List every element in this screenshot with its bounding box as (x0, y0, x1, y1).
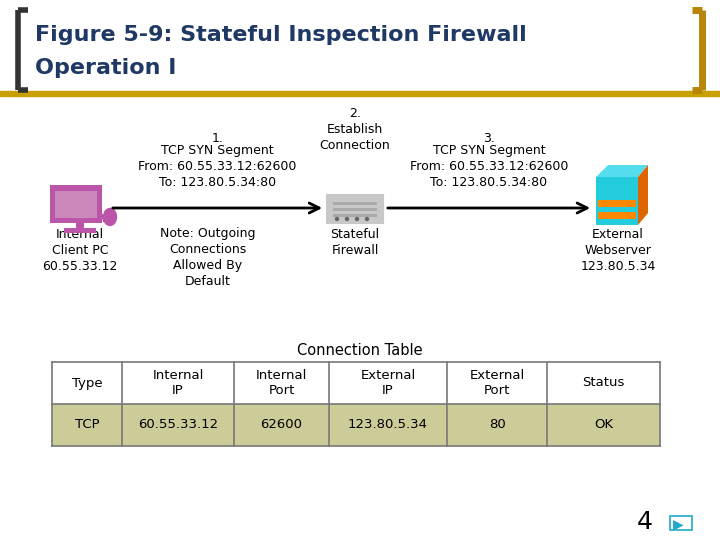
Text: Connection Table: Connection Table (297, 343, 423, 358)
Bar (64, 228, 96, 233)
Text: 123.80.5.34: 123.80.5.34 (348, 418, 428, 431)
Circle shape (336, 218, 338, 220)
Bar (76, 221, 84, 229)
Bar (598, 200, 636, 207)
Bar (333, 208, 377, 211)
Text: 2.
Establish
Connection: 2. Establish Connection (320, 107, 390, 152)
Text: Internal
Port: Internal Port (256, 369, 307, 397)
Bar (52, 362, 660, 404)
Circle shape (366, 218, 369, 220)
Text: TCP SYN Segment
From: 60.55.33.12:62600
To: 123.80.5.34:80: TCP SYN Segment From: 60.55.33.12:62600 … (410, 144, 568, 189)
Bar (333, 214, 377, 217)
Text: OK: OK (594, 418, 613, 431)
Text: 60.55.33.12: 60.55.33.12 (138, 418, 218, 431)
Bar (50, 185, 102, 223)
Circle shape (356, 218, 359, 220)
Polygon shape (596, 165, 648, 177)
Text: TCP: TCP (75, 418, 99, 431)
Text: Internal
IP: Internal IP (153, 369, 204, 397)
Text: Operation I: Operation I (35, 58, 176, 78)
Text: Type: Type (72, 376, 102, 389)
Text: TCP SYN Segment
From: 60.55.33.12:62600
To: 123.80.5.34:80: TCP SYN Segment From: 60.55.33.12:62600 … (138, 144, 297, 189)
Text: External
IP: External IP (361, 369, 415, 397)
Text: External
Port: External Port (469, 369, 525, 397)
Text: 4: 4 (637, 510, 653, 534)
Polygon shape (638, 165, 648, 225)
Bar (596, 177, 638, 225)
Text: 3.: 3. (483, 132, 495, 145)
Text: Note: Outgoing
Connections
Allowed By
Default: Note: Outgoing Connections Allowed By De… (160, 227, 256, 288)
Ellipse shape (104, 208, 117, 226)
Bar (670, 516, 692, 530)
Text: ▶: ▶ (672, 517, 683, 531)
Bar (52, 404, 660, 446)
Text: Stateful
Firewall: Stateful Firewall (330, 228, 379, 257)
Bar (327, 195, 383, 223)
Bar (55, 191, 97, 218)
Text: External
Webserver
123.80.5.34: External Webserver 123.80.5.34 (580, 228, 656, 273)
Text: 80: 80 (489, 418, 505, 431)
Bar (0, 91, 720, 96)
Text: 1.: 1. (212, 132, 223, 145)
Circle shape (346, 218, 348, 220)
Text: Internal
Client PC
60.55.33.12: Internal Client PC 60.55.33.12 (42, 228, 117, 273)
Text: Figure 5-9: Stateful Inspection Firewall: Figure 5-9: Stateful Inspection Firewall (35, 25, 527, 45)
Text: 62600: 62600 (261, 418, 302, 431)
Bar (333, 202, 377, 205)
Bar (598, 212, 636, 219)
Text: Status: Status (582, 376, 625, 389)
